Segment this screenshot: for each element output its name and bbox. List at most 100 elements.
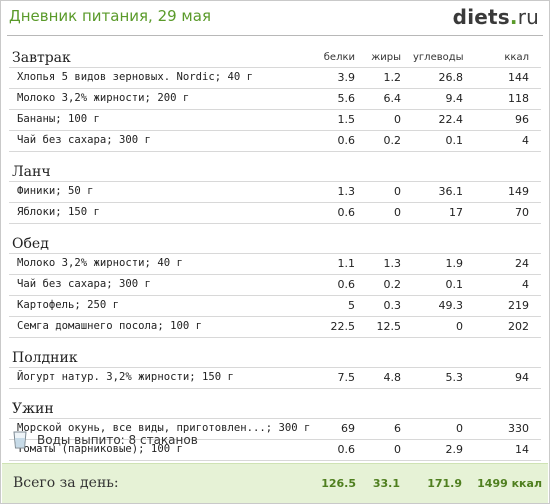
meal-name: Ланч bbox=[12, 164, 51, 180]
food-row[interactable]: Яблоки; 150 г 0.6 0 17 70 bbox=[9, 203, 541, 224]
food-name[interactable]: Молоко 3,2% жирности; 200 г bbox=[17, 92, 190, 104]
food-row[interactable]: Молоко 3,2% жирности; 40 г 1.1 1.3 1.9 24 bbox=[9, 254, 541, 275]
column-header-kcal: ккал bbox=[504, 52, 529, 63]
meals-table: Завтрак белки жиры углеводы ккал Хлопья 5 вид… bbox=[9, 45, 541, 482]
meal-header: Ужин bbox=[9, 396, 541, 418]
meal-name: Ужин bbox=[12, 401, 54, 417]
meal-header: Ланч bbox=[9, 159, 541, 181]
food-name[interactable]: Молоко 3,2% жирности; 40 г bbox=[17, 257, 183, 269]
food-carbs: 0 bbox=[456, 422, 463, 435]
food-name[interactable]: Финики; 50 г bbox=[17, 185, 94, 197]
food-carbs: 5.3 bbox=[445, 371, 464, 384]
meal-section: Ланч Финики; 50 г 1.3 0 36.1 149 Яблоки; 150 г… bbox=[9, 159, 541, 224]
meal-header: Обед bbox=[9, 231, 541, 253]
food-name[interactable]: Чай без сахара; 300 г bbox=[17, 134, 151, 146]
food-row[interactable]: Бананы; 100 г 1.5 0 22.4 96 bbox=[9, 110, 541, 131]
food-kcal: 202 bbox=[508, 320, 529, 333]
food-row[interactable]: Семга домашнего посола; 100 г 22.5 12.5 0 20… bbox=[9, 317, 541, 338]
food-kcal: 149 bbox=[508, 185, 529, 198]
food-fat: 0.3 bbox=[383, 299, 402, 312]
food-protein: 1.3 bbox=[337, 185, 356, 198]
food-carbs: 0.1 bbox=[445, 278, 464, 291]
header: Дневник питания, 29 мая diets.ru bbox=[9, 5, 541, 29]
meal-rows: Молоко 3,2% жирности; 40 г 1.1 1.3 1.9 24 Чай… bbox=[9, 253, 541, 338]
food-protein: 22.5 bbox=[330, 320, 356, 333]
food-row[interactable]: Картофель; 250 г 5 0.3 49.3 219 bbox=[9, 296, 541, 317]
total-protein: 126.5 bbox=[321, 477, 356, 490]
food-fat: 1.3 bbox=[383, 257, 402, 270]
food-carbs: 36.1 bbox=[438, 185, 464, 198]
food-carbs: 0 bbox=[456, 320, 463, 333]
food-fat: 12.5 bbox=[376, 320, 402, 333]
food-kcal: 94 bbox=[515, 371, 529, 384]
food-kcal: 14 bbox=[515, 443, 529, 456]
food-kcal: 330 bbox=[508, 422, 529, 435]
column-header-fat: жиры bbox=[371, 52, 401, 63]
total-carbs: 171.9 bbox=[427, 477, 462, 490]
food-protein: 0.6 bbox=[337, 206, 356, 219]
meal-name: Обед bbox=[12, 236, 49, 252]
food-name[interactable]: Семга домашнего посола; 100 г bbox=[17, 320, 202, 332]
food-carbs: 22.4 bbox=[438, 113, 464, 126]
meal-header: Полдник bbox=[9, 345, 541, 367]
food-name[interactable]: Йогурт натур. 3,2% жирности; 150 г bbox=[17, 371, 234, 383]
food-protein: 7.5 bbox=[337, 371, 356, 384]
food-protein: 1.1 bbox=[337, 257, 356, 270]
food-protein: 0.6 bbox=[337, 278, 356, 291]
meal-header: Завтрак белки жиры углеводы ккал bbox=[9, 45, 541, 67]
food-row[interactable]: Морской окунь, все виды, приготовлен...;… bbox=[9, 419, 541, 440]
food-name[interactable]: Картофель; 250 г bbox=[17, 299, 120, 311]
food-kcal: 4 bbox=[522, 278, 529, 291]
food-fat: 0.2 bbox=[383, 278, 402, 291]
food-kcal: 96 bbox=[515, 113, 529, 126]
food-protein: 0.6 bbox=[337, 443, 356, 456]
total-label: Всего за день: bbox=[13, 475, 119, 491]
food-carbs: 26.8 bbox=[438, 71, 464, 84]
food-row[interactable]: Хлопья 5 видов зерновых. Nordic; 40 г 3.9… bbox=[9, 68, 541, 89]
brand-tld: ru bbox=[517, 5, 539, 29]
total-kcal: 1499 ккал bbox=[477, 477, 542, 490]
food-protein: 3.9 bbox=[337, 71, 356, 84]
food-row[interactable]: Йогурт натур. 3,2% жирности; 150 г 7.5 4.8… bbox=[9, 368, 541, 389]
food-name[interactable]: Чай без сахара; 300 г bbox=[17, 278, 151, 290]
food-name[interactable]: Яблоки; 150 г bbox=[17, 206, 100, 218]
food-row[interactable]: Финики; 50 г 1.3 0 36.1 149 bbox=[9, 182, 541, 203]
brand-main: diets bbox=[452, 5, 510, 29]
food-carbs: 0.1 bbox=[445, 134, 464, 147]
food-carbs: 2.9 bbox=[445, 443, 464, 456]
food-name[interactable]: Хлопья 5 видов зерновых. Nordic; 40 г bbox=[17, 71, 253, 83]
food-fat: 0.2 bbox=[383, 134, 402, 147]
meal-rows: Йогурт натур. 3,2% жирности; 150 г 7.5 4.8… bbox=[9, 367, 541, 389]
food-kcal: 4 bbox=[522, 134, 529, 147]
food-kcal: 24 bbox=[515, 257, 529, 270]
food-fat: 6 bbox=[394, 422, 401, 435]
food-row[interactable]: Молоко 3,2% жирности; 200 г 5.6 6.4 9.4 118 bbox=[9, 89, 541, 110]
food-protein: 5.6 bbox=[337, 92, 356, 105]
food-kcal: 144 bbox=[508, 71, 529, 84]
water-text: Воды выпито: 8 стаканов bbox=[37, 433, 198, 447]
daily-total: Всего за день: 126.5 33.1 171.9 1499 кка… bbox=[2, 463, 548, 503]
food-fat: 0 bbox=[394, 113, 401, 126]
food-kcal: 70 bbox=[515, 206, 529, 219]
brand-logo[interactable]: diets.ru bbox=[453, 5, 539, 29]
brand-dot: . bbox=[509, 5, 518, 29]
column-header-carbs: углеводы bbox=[413, 52, 464, 63]
food-kcal: 219 bbox=[508, 299, 529, 312]
food-row[interactable]: Томаты (парниковые); 100 г 0.6 0 2.9 14 bbox=[9, 440, 541, 461]
food-fat: 0 bbox=[394, 443, 401, 456]
food-row[interactable]: Чай без сахара; 300 г 0.6 0.2 0.1 4 bbox=[9, 275, 541, 296]
page-title: Дневник питания, 29 мая bbox=[9, 7, 211, 25]
food-protein: 1.5 bbox=[337, 113, 356, 126]
food-fat: 0 bbox=[394, 185, 401, 198]
food-name[interactable]: Морской окунь, все виды, приготовлен...;… bbox=[17, 422, 311, 434]
food-row[interactable]: Чай без сахара; 300 г 0.6 0.2 0.1 4 bbox=[9, 131, 541, 152]
food-name[interactable]: Томаты (парниковые); 100 г bbox=[17, 443, 183, 455]
food-carbs: 1.9 bbox=[445, 257, 464, 270]
food-fat: 6.4 bbox=[383, 92, 402, 105]
glass-icon bbox=[13, 431, 27, 449]
food-name[interactable]: Бананы; 100 г bbox=[17, 113, 100, 125]
food-fat: 0 bbox=[394, 206, 401, 219]
column-header-protein: белки bbox=[323, 52, 355, 63]
total-fat: 33.1 bbox=[372, 477, 400, 490]
